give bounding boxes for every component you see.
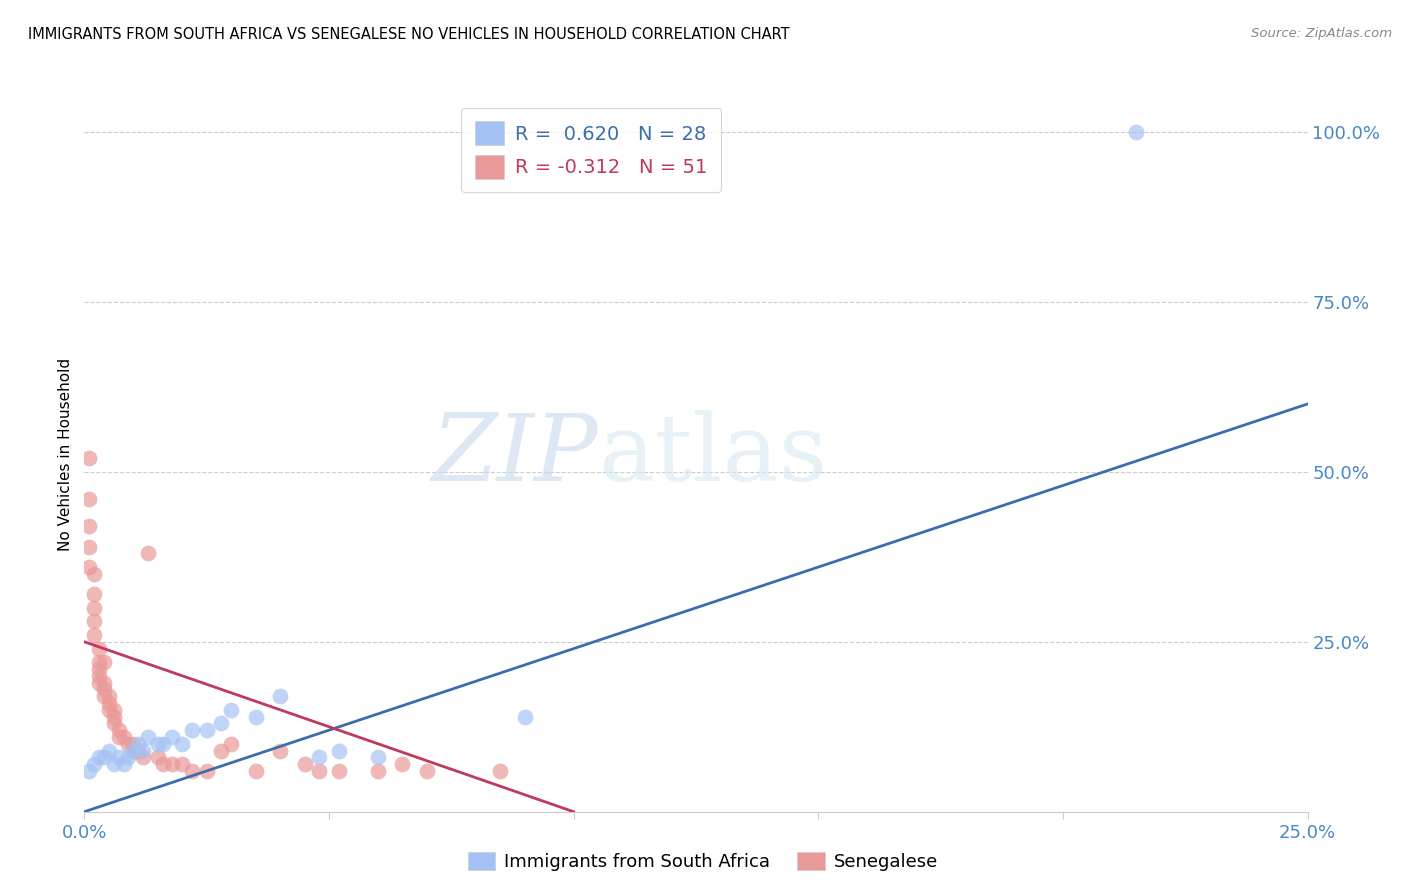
Point: [77, 560, 100, 574]
Point: [308, 764, 330, 778]
Text: Source: ZipAtlas.com: Source: ZipAtlas.com: [1251, 27, 1392, 40]
Point: [77, 764, 100, 778]
Point: [107, 750, 129, 764]
Point: [294, 757, 316, 772]
Point: [416, 764, 439, 778]
Point: [146, 750, 169, 764]
Point: [77, 492, 100, 507]
Point: [87, 662, 110, 676]
Point: [93, 675, 115, 690]
Point: [219, 737, 242, 751]
Point: [77, 540, 100, 554]
Point: [77, 451, 100, 466]
Point: [489, 764, 512, 778]
Point: [367, 750, 389, 764]
Point: [367, 764, 389, 778]
Point: [97, 743, 120, 757]
Legend: Immigrants from South Africa, Senegalese: Immigrants from South Africa, Senegalese: [461, 845, 945, 879]
Point: [117, 737, 139, 751]
Point: [328, 743, 350, 757]
Point: [328, 764, 350, 778]
Point: [93, 689, 115, 703]
Point: [83, 587, 105, 601]
Point: [308, 750, 330, 764]
Point: [162, 757, 184, 772]
Point: [152, 737, 174, 751]
Point: [195, 723, 218, 738]
Point: [172, 757, 194, 772]
Point: [122, 737, 145, 751]
Point: [269, 743, 291, 757]
Point: [219, 703, 242, 717]
Point: [122, 743, 145, 757]
Point: [112, 757, 135, 772]
Legend: R =  0.620   N = 28, R = -0.312   N = 51: R = 0.620 N = 28, R = -0.312 N = 51: [461, 108, 721, 193]
Point: [391, 757, 413, 772]
Point: [83, 628, 105, 642]
Point: [127, 737, 149, 751]
Point: [103, 757, 125, 772]
Point: [209, 743, 232, 757]
Point: [181, 764, 204, 778]
Text: IMMIGRANTS FROM SOUTH AFRICA VS SENEGALESE NO VEHICLES IN HOUSEHOLD CORRELATION : IMMIGRANTS FROM SOUTH AFRICA VS SENEGALE…: [28, 27, 790, 42]
Point: [93, 750, 115, 764]
Point: [162, 730, 184, 744]
Point: [117, 750, 139, 764]
Point: [93, 655, 115, 669]
Point: [112, 730, 135, 744]
Point: [513, 709, 536, 723]
Point: [97, 696, 120, 710]
Point: [146, 737, 169, 751]
Point: [107, 723, 129, 738]
Point: [87, 641, 110, 656]
Point: [122, 743, 145, 757]
Point: [87, 669, 110, 683]
Point: [127, 743, 149, 757]
Point: [245, 709, 267, 723]
Point: [103, 709, 125, 723]
Point: [83, 600, 105, 615]
Point: [132, 750, 155, 764]
Point: [97, 689, 120, 703]
Point: [195, 764, 218, 778]
Text: ZIP: ZIP: [432, 410, 598, 500]
Point: [103, 703, 125, 717]
Point: [107, 730, 129, 744]
Text: atlas: atlas: [598, 410, 827, 500]
Point: [83, 566, 105, 581]
Point: [209, 716, 232, 731]
Y-axis label: No Vehicles in Household: No Vehicles in Household: [58, 359, 73, 551]
Point: [77, 519, 100, 533]
Point: [83, 615, 105, 629]
Point: [1125, 125, 1147, 139]
Point: [152, 757, 174, 772]
Point: [245, 764, 267, 778]
Point: [87, 750, 110, 764]
Point: [103, 716, 125, 731]
Point: [136, 546, 159, 560]
Point: [172, 737, 194, 751]
Point: [181, 723, 204, 738]
Point: [93, 682, 115, 697]
Point: [136, 730, 159, 744]
Point: [269, 689, 291, 703]
Point: [87, 675, 110, 690]
Point: [83, 757, 105, 772]
Point: [132, 743, 155, 757]
Point: [87, 655, 110, 669]
Point: [97, 703, 120, 717]
